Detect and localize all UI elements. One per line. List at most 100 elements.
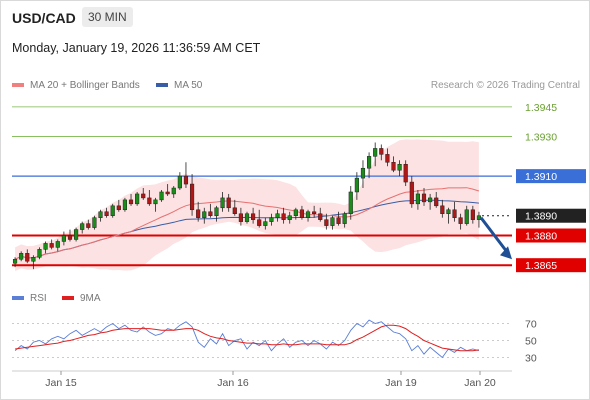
ma20-line: [14, 187, 480, 260]
rsi-swatch-icon: [12, 296, 24, 301]
candle-body: [202, 211, 207, 218]
candle-body: [214, 207, 219, 216]
rsi-ma9-line: [15, 324, 479, 352]
candle-body: [348, 191, 353, 214]
candle-body: [269, 217, 274, 222]
candle-body: [67, 235, 73, 240]
candle-body: [305, 211, 311, 218]
level-tag-1-3865: [516, 258, 586, 273]
level-tag-1-3910: [516, 169, 586, 184]
ma50-swatch-icon: [156, 83, 168, 88]
candle-body: [92, 217, 97, 228]
candle-body: [275, 213, 280, 218]
candle-body: [385, 154, 390, 163]
x-tick-label: Jan 20: [464, 377, 496, 389]
candle-body: [434, 197, 439, 207]
candle-body: [409, 181, 414, 205]
candle-body: [80, 223, 85, 230]
candle-body: [37, 249, 42, 258]
legend-9ma-label: 9MA: [80, 293, 101, 304]
legend-9ma: 9MA: [62, 293, 101, 304]
candle-body: [128, 199, 134, 205]
candle-body: [281, 213, 286, 220]
candle-body: [220, 197, 225, 209]
candle-body: [25, 253, 30, 262]
candle-body: [147, 197, 152, 205]
candle-body: [12, 259, 18, 264]
candle-body: [330, 217, 335, 226]
candle-body: [373, 148, 378, 157]
candle-body: [55, 241, 60, 248]
candle-body: [165, 191, 170, 195]
timeframe-badge[interactable]: 30 MIN: [82, 7, 133, 27]
candle-body: [177, 175, 182, 189]
forecast-arrow-head-icon: [500, 246, 512, 260]
candle-body: [19, 253, 24, 260]
candle-body: [251, 213, 256, 220]
candle-body: [141, 193, 146, 199]
candle-body: [293, 209, 298, 216]
candle-body: [299, 209, 305, 218]
candle-body: [135, 193, 140, 205]
candle-body: [354, 177, 359, 193]
candle-body: [61, 235, 66, 242]
candle-body: [43, 243, 48, 250]
candle-body: [391, 162, 396, 171]
ma9-swatch-icon: [62, 296, 74, 301]
level-label-1-3930: 1.3930: [525, 132, 557, 144]
candle-body: [312, 211, 317, 214]
legend-rsi-label: RSI: [30, 293, 47, 304]
forecast-arrow-shaft: [479, 216, 510, 255]
symbol-title: USD/CAD: [12, 10, 76, 26]
candle-body: [226, 197, 231, 209]
candle-body: [171, 187, 176, 195]
candle-body: [244, 213, 250, 222]
candle-body: [318, 213, 323, 220]
candle-body: [74, 229, 79, 240]
candle-body: [336, 217, 341, 224]
candle-body: [464, 209, 469, 224]
candle-body: [31, 257, 36, 262]
credit-label: Research © 2026 Trading Central: [430, 80, 580, 91]
candle-body: [263, 221, 268, 226]
candle-body: [452, 209, 457, 218]
level-tag-1-3890: [516, 208, 586, 223]
level-label-1-3880: 1.3880: [525, 231, 557, 243]
legend-rsi: RSI: [12, 293, 47, 304]
candle-body: [189, 183, 195, 211]
candle-body: [476, 215, 482, 220]
legend-ma50: MA 50: [156, 80, 202, 91]
level-tag-1-3880: [516, 228, 586, 243]
candle-body: [470, 209, 475, 220]
candle-body: [428, 197, 433, 203]
level-label-1-3945: 1.3945: [525, 102, 557, 114]
legend-ma50-label: MA 50: [174, 80, 203, 91]
x-tick-label: Jan 15: [45, 377, 77, 389]
bollinger-band: [15, 139, 479, 272]
rsi-line: [14, 319, 480, 359]
candle-body: [397, 164, 402, 171]
rsi-tick-70: 70: [525, 319, 537, 331]
candle-body: [110, 205, 115, 216]
candle-body: [458, 217, 463, 224]
candle-body: [403, 164, 408, 183]
candle-body: [446, 209, 451, 214]
candle-body: [104, 211, 109, 216]
candle-body: [324, 219, 329, 226]
level-label-1-3910: 1.3910: [525, 171, 557, 183]
rsi-tick-30: 30: [525, 353, 537, 365]
candle-body: [49, 243, 54, 248]
ma20-swatch-icon: [12, 83, 24, 88]
candle-body: [86, 223, 91, 228]
candle-body: [440, 205, 445, 214]
candle-body: [415, 193, 420, 205]
candle-body: [208, 211, 213, 216]
level-label-1-3865: 1.3865: [525, 260, 557, 272]
datetime-label: Monday, January 19, 2026 11:36:59 AM CET: [12, 41, 261, 55]
rsi-tick-50: 50: [525, 336, 537, 348]
candle-body: [366, 156, 372, 169]
level-label-1-3890: 1.3890: [525, 211, 557, 223]
candle-body: [379, 148, 384, 155]
candle-body: [232, 207, 237, 214]
